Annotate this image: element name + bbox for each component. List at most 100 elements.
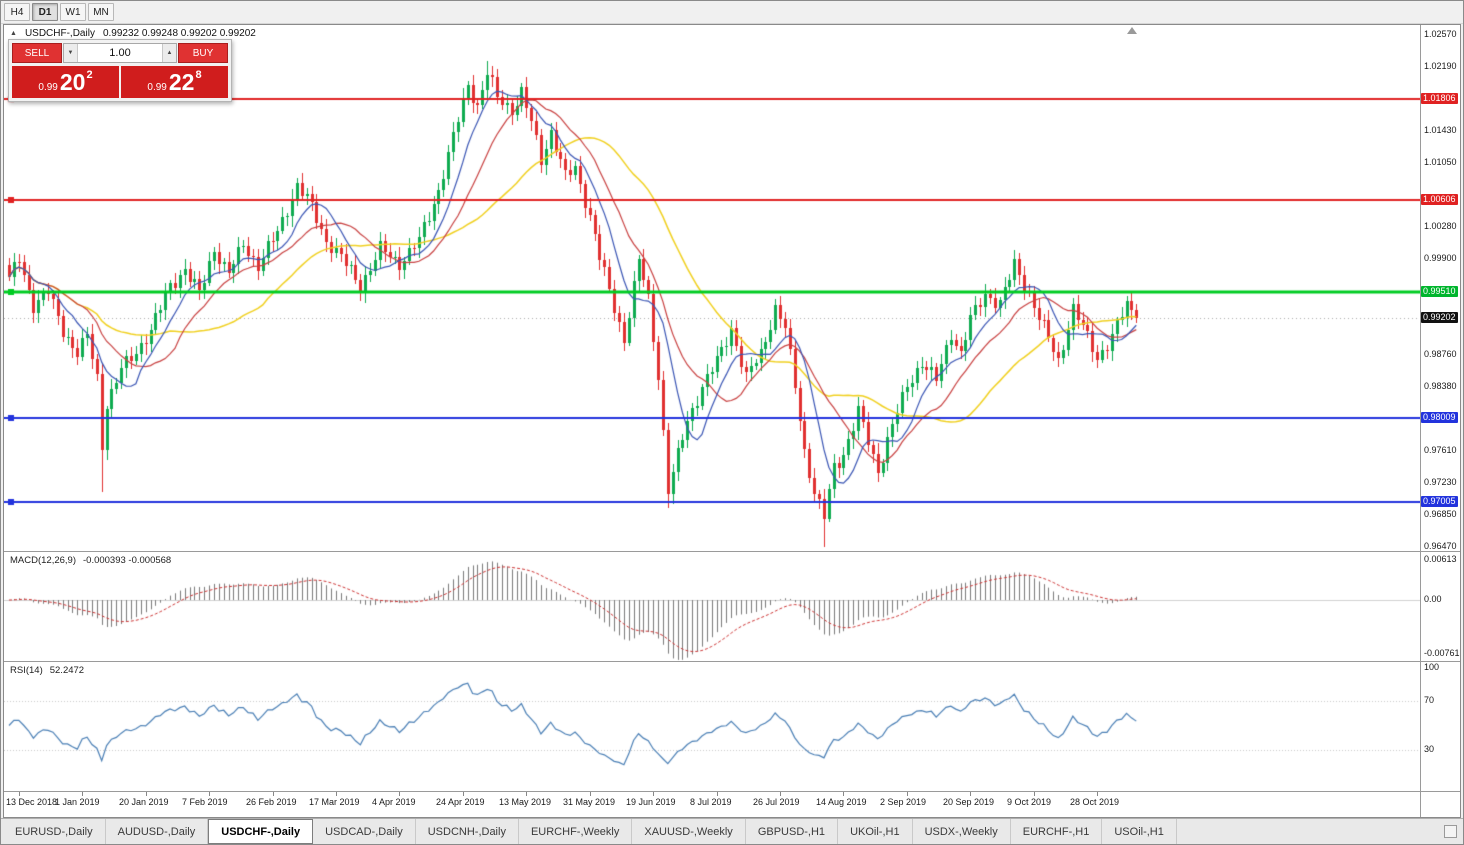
price-tick-label: 0.97230 [1424,477,1457,488]
tab-usdcnh-daily[interactable]: USDCNH-,Daily [416,819,519,844]
volume-value[interactable]: 1.00 [109,47,131,59]
date-label: 26 Jul 2019 [753,797,800,807]
price-tick-label: 1.01430 [1424,124,1457,135]
price-level-label-black: 0.99202 [1421,311,1458,323]
date-tick [336,792,337,796]
tab-xauusd-weekly[interactable]: XAUUSD-,Weekly [632,819,746,844]
date-tick [399,792,400,796]
sell-price-big: 20 [59,68,86,95]
date-label: 20 Sep 2019 [943,797,995,807]
price-tick-label: 1.02570 [1424,29,1457,39]
date-label: 24 Apr 2019 [436,797,485,807]
timeframe-button-d1[interactable]: D1 [32,3,58,21]
tab-usdx-weekly[interactable]: USDX-,Weekly [913,819,1011,844]
macd-panel[interactable]: MACD(12,26,9) -0.000393 -0.000568 [4,552,1420,662]
symbol-tabbar: EURUSD-,Daily AUDUSD-,Daily USDCHF-,Dail… [1,818,1463,844]
date-label: 13 May 2019 [499,797,552,807]
date-label: 19 Jun 2019 [626,797,676,807]
price-level-label-red: 1.01806 [1421,93,1458,105]
timeframe-button-h4[interactable]: H4 [4,3,30,21]
rsi-panel[interactable]: RSI(14) 52.2472 [4,662,1420,792]
macd-scale-max: 0.00613 [1424,554,1457,564]
rsi-name: RSI(14) [10,665,43,676]
date-tick [653,792,654,796]
price-tick-label: 0.98760 [1424,348,1457,359]
rsi-scale[interactable]: 100 70 30 [1420,662,1460,792]
tab-audusd-daily[interactable]: AUDUSD-,Daily [106,819,209,844]
chart-region: ▲ USDCHF-,Daily 0.99232 0.99248 0.99202 … [3,24,1461,818]
date-label: 28 Oct 2019 [1070,797,1120,807]
date-tick [970,792,971,796]
date-label: 2 Sep 2019 [880,797,927,807]
price-tick-label: 0.99900 [1424,253,1457,264]
price-tick-label: 1.00280 [1424,221,1457,232]
price-tick-label: 0.96470 [1424,541,1457,551]
buy-price-display[interactable]: 0.99 22 8 [121,66,228,98]
chart-shift-marker[interactable] [1127,27,1137,34]
date-label: 9 Oct 2019 [1007,797,1052,807]
date-label: 8 Jul 2019 [690,797,732,807]
sell-price-prefix: 0.99 [38,82,58,93]
tab-eurusd-daily[interactable]: EURUSD-,Daily [3,819,106,844]
buy-button[interactable]: BUY [178,43,228,63]
macd-label: MACD(12,26,9) -0.000393 -0.000568 [10,555,171,566]
tab-gbpusd-h1[interactable]: GBPUSD-,H1 [746,819,839,844]
tab-usdcad-daily[interactable]: USDCAD-,Daily [313,819,416,844]
price-level-label-green: 0.99510 [1421,285,1458,297]
date-tick [717,792,718,796]
macd-name: MACD(12,26,9) [10,555,76,566]
date-tick [780,792,781,796]
price-tick-label: 1.01050 [1424,156,1457,167]
price-tick-label: 0.96850 [1424,509,1457,520]
date-tick [1034,792,1035,796]
rsi-scale-70: 70 [1424,694,1435,705]
rsi-value: 52.2472 [49,665,85,676]
date-tick [843,792,844,796]
timeframe-button-w1[interactable]: W1 [60,3,86,21]
macd-canvas[interactable] [4,552,1420,661]
date-tick [526,792,527,796]
collapse-icon[interactable]: ▲ [10,30,17,37]
chart-ohlc-values: 0.99232 0.99248 0.99202 0.99202 [102,28,256,39]
rsi-scale-100: 100 [1424,662,1440,672]
price-scale[interactable]: 1.02570 1.02190 1.01806 1.01430 1.01050 1.006… [1420,25,1460,552]
tab-usdchf-daily[interactable]: USDCHF-,Daily [208,819,314,844]
date-label: 1 Jan 2019 [55,797,100,807]
date-tick [907,792,908,796]
sell-button[interactable]: SELL [12,43,62,63]
date-tick [82,792,83,796]
main-chart-canvas[interactable] [4,25,1420,551]
date-label: 13 Dec 2018 [6,797,58,807]
date-tick [463,792,464,796]
buy-price-sup: 8 [195,69,202,81]
chart-symbol-title: USDCHF-,Daily [24,28,95,39]
date-tick [146,792,147,796]
tab-eurchf-h1[interactable]: EURCHF-,H1 [1011,819,1103,844]
price-level-label-blue: 0.97005 [1421,496,1458,508]
axis-corner [1420,792,1460,817]
sell-price-sup: 2 [86,69,93,81]
date-tick [273,792,274,796]
volume-decrement-icon[interactable]: ▼ [64,44,78,62]
timeframe-button-mn[interactable]: MN [88,3,114,21]
main-chart-panel[interactable]: ▲ USDCHF-,Daily 0.99232 0.99248 0.99202 … [4,25,1420,552]
sell-price-display[interactable]: 0.99 20 2 [12,66,119,98]
rsi-canvas[interactable] [4,662,1420,791]
date-label: 20 Jan 2019 [119,797,169,807]
date-label: 4 Apr 2019 [372,797,416,807]
macd-scale[interactable]: 0.00613 0.00 -0.00761 [1420,552,1460,662]
date-label: 7 Feb 2019 [182,797,228,807]
date-label: 17 Mar 2019 [309,797,360,807]
one-click-trade-widget: SELL ▼ 1.00 ▲ BUY 0.99 20 2 0.99 [8,39,232,102]
window-resize-grip[interactable] [1444,825,1457,838]
date-tick [590,792,591,796]
price-level-label-red: 1.00606 [1421,193,1458,205]
volume-increment-icon[interactable]: ▲ [162,44,176,62]
date-tick [19,792,20,796]
date-label: 14 Aug 2019 [816,797,867,807]
tab-eurchf-weekly[interactable]: EURCHF-,Weekly [519,819,633,844]
tab-ukoil-h1[interactable]: UKOil-,H1 [838,819,913,844]
tab-usoil-h1[interactable]: USOil-,H1 [1102,819,1177,844]
date-axis[interactable]: 13 Dec 2018 1 Jan 2019 20 Jan 2019 7 Feb 20… [4,792,1420,817]
